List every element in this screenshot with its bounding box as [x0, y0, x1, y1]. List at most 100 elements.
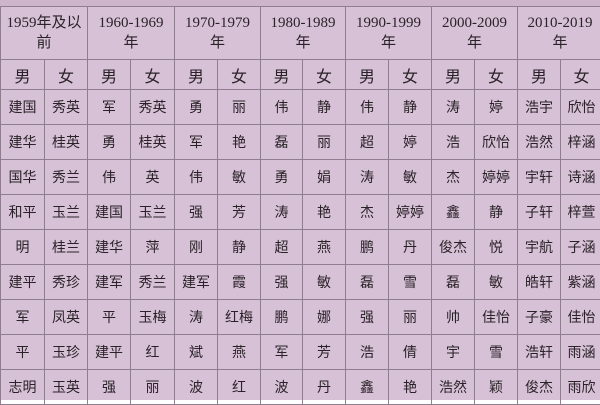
female-name-cell: 颖 [475, 370, 518, 405]
male-name-cell: 磊 [432, 265, 475, 300]
female-name-cell: 秀兰 [45, 160, 88, 195]
female-name-cell: 艳 [303, 195, 346, 230]
female-name-cell: 佳怡 [475, 300, 518, 335]
female-name-cell: 雨涵 [561, 335, 600, 370]
male-name-cell: 刚 [175, 230, 218, 265]
male-name-cell: 磊 [261, 125, 303, 160]
female-name-cell: 诗涵 [561, 160, 600, 195]
female-name-cell: 雨欣 [561, 370, 600, 405]
female-name-cell: 子涵 [561, 230, 600, 265]
male-name-cell: 宇航 [518, 230, 561, 265]
female-name-cell: 桂英 [45, 125, 88, 160]
male-label: 男 [1, 60, 45, 90]
female-name-cell: 秀兰 [131, 265, 175, 300]
female-name-cell: 红 [218, 370, 261, 405]
decade-header-line: 1980-1989 [261, 13, 345, 33]
female-name-cell: 秀英 [131, 90, 175, 125]
table-row: 明桂兰建华萍刚静超燕鹏丹俊杰悦宇航子涵 [1, 230, 600, 265]
female-name-cell: 玉英 [45, 370, 88, 405]
female-name-cell: 红梅 [218, 300, 261, 335]
decade-header-line: 前 [1, 33, 87, 53]
male-name-cell: 浩宇 [518, 90, 561, 125]
male-name-cell: 建军 [175, 265, 218, 300]
male-name-cell: 波 [261, 370, 303, 405]
female-label: 女 [45, 60, 88, 90]
male-name-cell: 俊杰 [518, 370, 561, 405]
female-name-cell: 燕 [303, 230, 346, 265]
male-label: 男 [175, 60, 218, 90]
female-name-cell: 静 [218, 230, 261, 265]
sex-label-row: 男女男女男女男女男女男女男女 [1, 60, 600, 90]
male-name-cell: 浩 [346, 335, 389, 370]
female-name-cell: 敏 [218, 160, 261, 195]
male-name-cell: 建国 [1, 90, 45, 125]
male-name-cell: 军 [1, 300, 45, 335]
decade-header: 1959年及以前 [1, 7, 88, 60]
male-name-cell: 建平 [1, 265, 45, 300]
table-row: 军凤英平玉梅涛红梅鹏娜强丽帅佳怡子豪佳怡 [1, 300, 600, 335]
female-name-cell: 凤英 [45, 300, 88, 335]
female-label: 女 [303, 60, 346, 90]
female-label: 女 [389, 60, 432, 90]
male-name-cell: 涛 [175, 300, 218, 335]
female-name-cell: 娟 [303, 160, 346, 195]
male-name-cell: 军 [88, 90, 131, 125]
male-name-cell: 浩 [432, 125, 475, 160]
female-name-cell: 燕 [218, 335, 261, 370]
male-name-cell: 涛 [261, 195, 303, 230]
male-name-cell: 建华 [1, 125, 45, 160]
male-name-cell: 志明 [1, 370, 45, 405]
male-name-cell: 宇轩 [518, 160, 561, 195]
female-name-cell: 雪 [389, 265, 432, 300]
male-name-cell: 伟 [346, 90, 389, 125]
male-name-cell: 皓轩 [518, 265, 561, 300]
male-name-cell: 鹏 [346, 230, 389, 265]
male-name-cell: 浩然 [518, 125, 561, 160]
female-name-cell: 娜 [303, 300, 346, 335]
female-name-cell: 敏 [389, 160, 432, 195]
male-name-cell: 强 [88, 370, 131, 405]
female-name-cell: 丽 [303, 125, 346, 160]
male-name-cell: 明 [1, 230, 45, 265]
male-name-cell: 斌 [175, 335, 218, 370]
male-name-cell: 军 [261, 335, 303, 370]
female-name-cell: 婷婷 [475, 160, 518, 195]
male-name-cell: 超 [261, 230, 303, 265]
female-name-cell: 丽 [131, 370, 175, 405]
male-name-cell: 俊杰 [432, 230, 475, 265]
male-name-cell: 浩然 [432, 370, 475, 405]
male-name-cell: 超 [346, 125, 389, 160]
female-name-cell: 欣怡 [561, 90, 600, 125]
female-label: 女 [131, 60, 175, 90]
male-label: 男 [261, 60, 303, 90]
female-name-cell: 静 [475, 195, 518, 230]
female-name-cell: 萍 [131, 230, 175, 265]
female-name-cell: 梓萱 [561, 195, 600, 230]
table-row: 建国秀英军秀英勇丽伟静伟静涛婷浩宇欣怡 [1, 90, 600, 125]
male-name-cell: 平 [88, 300, 131, 335]
table-row: 建平秀珍建军秀兰建军霞强敏磊雪磊敏皓轩紫涵 [1, 265, 600, 300]
male-name-cell: 磊 [346, 265, 389, 300]
table-row: 建华桂英勇桂英军艳磊丽超婷浩欣怡浩然梓涵 [1, 125, 600, 160]
female-name-cell: 秀英 [45, 90, 88, 125]
male-label: 男 [432, 60, 475, 90]
decade-header-line: 年 [261, 33, 345, 53]
male-name-cell: 勇 [261, 160, 303, 195]
male-name-cell: 国华 [1, 160, 45, 195]
male-name-cell: 子轩 [518, 195, 561, 230]
male-name-cell: 涛 [346, 160, 389, 195]
female-name-cell: 婷婷 [389, 195, 432, 230]
male-name-cell: 宇 [432, 335, 475, 370]
table-row: 平玉珍建平红斌燕军芳浩倩宇雪浩轩雨涵 [1, 335, 600, 370]
female-name-cell: 艳 [218, 125, 261, 160]
male-name-cell: 勇 [175, 90, 218, 125]
male-name-cell: 帅 [432, 300, 475, 335]
table-row: 志明玉英强丽波红波丹鑫艳浩然颖俊杰雨欣 [1, 370, 600, 405]
decade-header-line: 1960-1969 [88, 13, 174, 33]
